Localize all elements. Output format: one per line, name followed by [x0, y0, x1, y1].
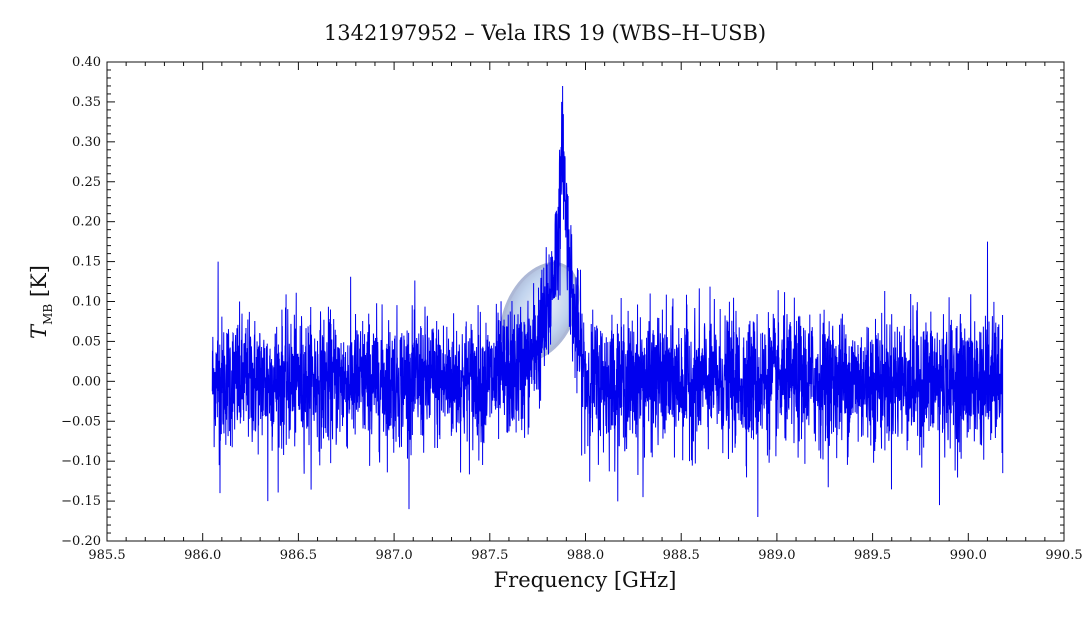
- y-tick-label: 0.20: [72, 215, 101, 230]
- chart-title: 1342197952 – Vela IRS 19 (WBS–H–USB): [324, 21, 766, 45]
- x-tick-label: 990.0: [950, 548, 987, 563]
- y-tick-label: 0.40: [72, 55, 101, 70]
- y-axis-label-main: T: [27, 323, 51, 339]
- axis-ticks: [106, 61, 1065, 542]
- plot-area: [211, 85, 1004, 518]
- x-tick-label: 986.0: [184, 548, 221, 563]
- y-axis-label-unit: [K]: [27, 265, 51, 304]
- y-axis-label-sub: MB: [41, 304, 55, 325]
- x-tick-label: 988.0: [567, 548, 604, 563]
- x-tick-label: 987.5: [471, 548, 508, 563]
- y-tick-label: 0.00: [72, 374, 101, 389]
- y-tick-label: −0.20: [61, 534, 101, 549]
- x-axis-label: Frequency [GHz]: [494, 568, 677, 592]
- y-tick-label: 0.10: [72, 295, 101, 310]
- y-tick-label: 0.35: [72, 95, 101, 110]
- x-tick-label: 987.0: [375, 548, 412, 563]
- x-tick-label: 989.0: [758, 548, 795, 563]
- x-tick-label: 985.5: [88, 548, 125, 563]
- y-tick-label: 0.30: [72, 135, 101, 150]
- y-tick-label: 0.05: [72, 334, 101, 349]
- y-axis-label: TMB [K]: [27, 265, 55, 339]
- tick-labels: 985.5 986.0 986.5 987.0 987.5 988.0 988.5 989.0…: [61, 55, 1082, 563]
- x-tick-label: 988.5: [663, 548, 700, 563]
- y-tick-label: 0.15: [72, 255, 101, 270]
- axes-frame: [106, 61, 1065, 542]
- y-tick-label: −0.10: [61, 454, 101, 469]
- x-tick-label: 989.5: [854, 548, 891, 563]
- x-tick-label: 986.5: [280, 548, 317, 563]
- y-tick-label: −0.05: [61, 414, 101, 429]
- spectrum-line: [211, 85, 1004, 518]
- x-tick-label: 990.5: [1045, 548, 1082, 563]
- y-tick-label: 0.25: [72, 175, 101, 190]
- y-tick-label: −0.15: [61, 494, 101, 509]
